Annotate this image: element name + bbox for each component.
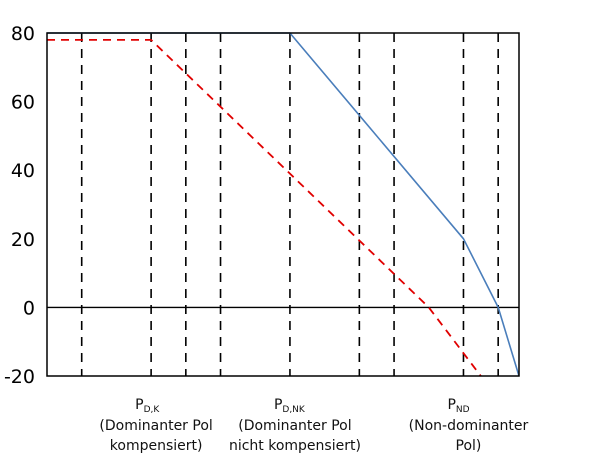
y-tick-label: 40 (11, 160, 35, 182)
pole-description-line-2: kompensiert) (110, 438, 203, 454)
pole-description-line-1: (Dominanter Pol (238, 418, 351, 434)
series-line-2 (47, 39, 482, 377)
pole-label-2: PD,NK (Dominanter Pol nicht kompensiert) (229, 397, 361, 454)
plot-frame (46, 32, 520, 377)
pole-labels: PD,K (Dominanter Pol kompensiert) PD,NK (Dom… (99, 397, 528, 454)
pole-label-3: PND (Non-dominanter Pol) (409, 397, 529, 454)
pole-description-line-2: Pol) (456, 438, 482, 454)
y-tick-label: 0 (23, 297, 35, 319)
pole-symbol: PD,NK (274, 397, 306, 415)
series-layer (47, 32, 520, 377)
y-tick-labels: 80 60 40 20 0 -20 (4, 23, 35, 388)
y-tick-label: 20 (11, 229, 35, 251)
pole-description-line-1: (Dominanter Pol (99, 418, 212, 434)
y-tick-label: 60 (11, 92, 35, 114)
pole-description-line-1: (Non-dominanter (409, 418, 529, 434)
pole-symbol: PD,K (135, 397, 160, 415)
pole-symbol: PND (447, 397, 469, 415)
series-line-1 (47, 32, 520, 377)
y-tick-label: -20 (4, 366, 35, 388)
pole-description-line-2: nicht kompensiert) (229, 438, 361, 454)
y-tick-label: 80 (11, 23, 35, 45)
grid-layer (47, 33, 519, 376)
pole-label-1: PD,K (Dominanter Pol kompensiert) (99, 397, 212, 454)
